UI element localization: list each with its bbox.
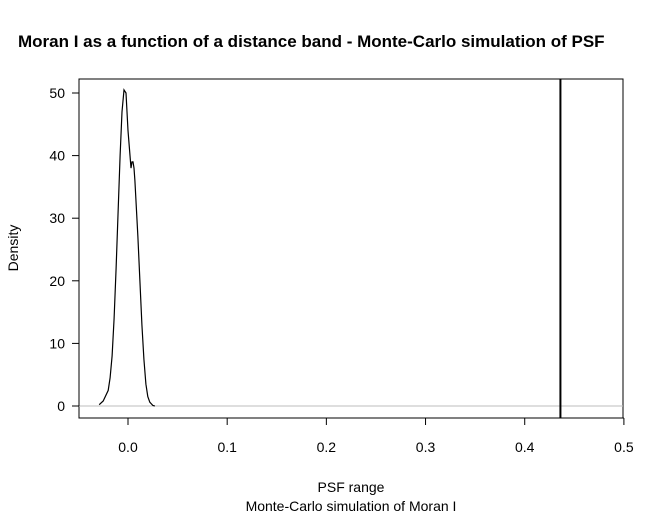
x-tick-label: 0.0 <box>118 439 138 455</box>
x-axis: 0.0 0.1 0.2 0.3 0.4 0.5 <box>118 417 634 455</box>
y-tick-label: 50 <box>49 85 65 101</box>
y-axis: 0 10 20 30 40 50 <box>49 85 80 414</box>
y-tick-label: 10 <box>49 335 65 351</box>
y-tick-label: 40 <box>49 148 65 164</box>
x-tick-label: 0.2 <box>317 439 337 455</box>
x-tick-label: 0.3 <box>416 439 436 455</box>
density-line-series-0 <box>98 88 155 407</box>
y-tick-label: 0 <box>57 398 65 414</box>
y-tick-label: 20 <box>49 273 65 289</box>
x-tick-label: 0.5 <box>614 439 634 455</box>
x-tick-label: 0.1 <box>217 439 237 455</box>
plot-frame <box>78 78 624 419</box>
y-tick-label: 30 <box>49 210 65 226</box>
x-tick-label: 0.4 <box>515 439 535 455</box>
x-axis-label: PSF range <box>318 479 385 495</box>
chart-title: Moran I as a function of a distance band… <box>18 32 605 51</box>
y-axis-label: Density <box>5 225 21 272</box>
plot-area <box>79 79 623 418</box>
chart-subtitle: Monte-Carlo simulation of Moran I <box>246 498 457 514</box>
